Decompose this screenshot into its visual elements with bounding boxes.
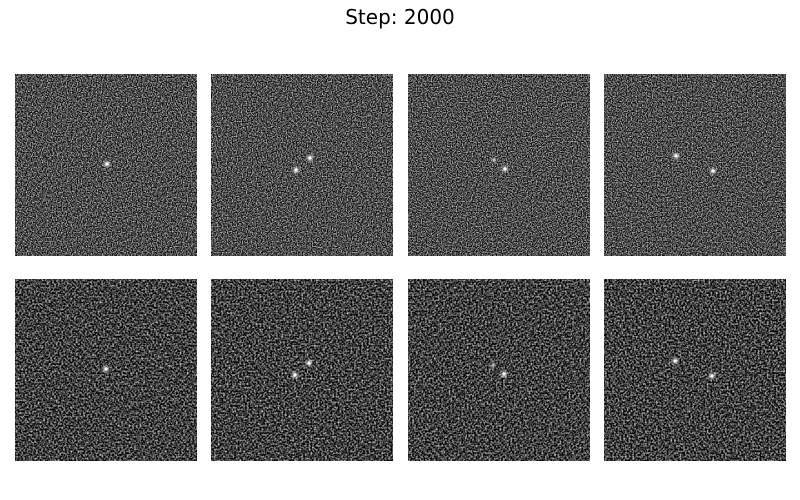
bright-spot <box>293 373 297 377</box>
bright-spot <box>674 154 678 158</box>
bright-spot <box>710 374 714 378</box>
noise-texture <box>604 279 786 461</box>
bright-spot <box>491 363 495 367</box>
noise-texture <box>211 74 393 256</box>
bright-spot <box>673 359 677 363</box>
bright-spot <box>308 156 312 160</box>
noise-texture <box>604 74 786 256</box>
bright-spot <box>502 372 506 376</box>
noise-texture <box>408 279 590 461</box>
figure-title: Step: 2000 <box>345 5 455 29</box>
noise-texture <box>211 279 393 461</box>
bright-spot <box>307 361 311 365</box>
bright-spot <box>104 367 108 371</box>
bright-spot-glow <box>490 362 496 368</box>
bright-spot <box>492 158 496 162</box>
bright-spot <box>711 169 715 173</box>
bright-spot <box>105 162 109 166</box>
bright-spot <box>294 168 298 172</box>
bright-spot-glow <box>491 157 497 163</box>
bright-spot <box>503 167 507 171</box>
noise-texture <box>408 74 590 256</box>
